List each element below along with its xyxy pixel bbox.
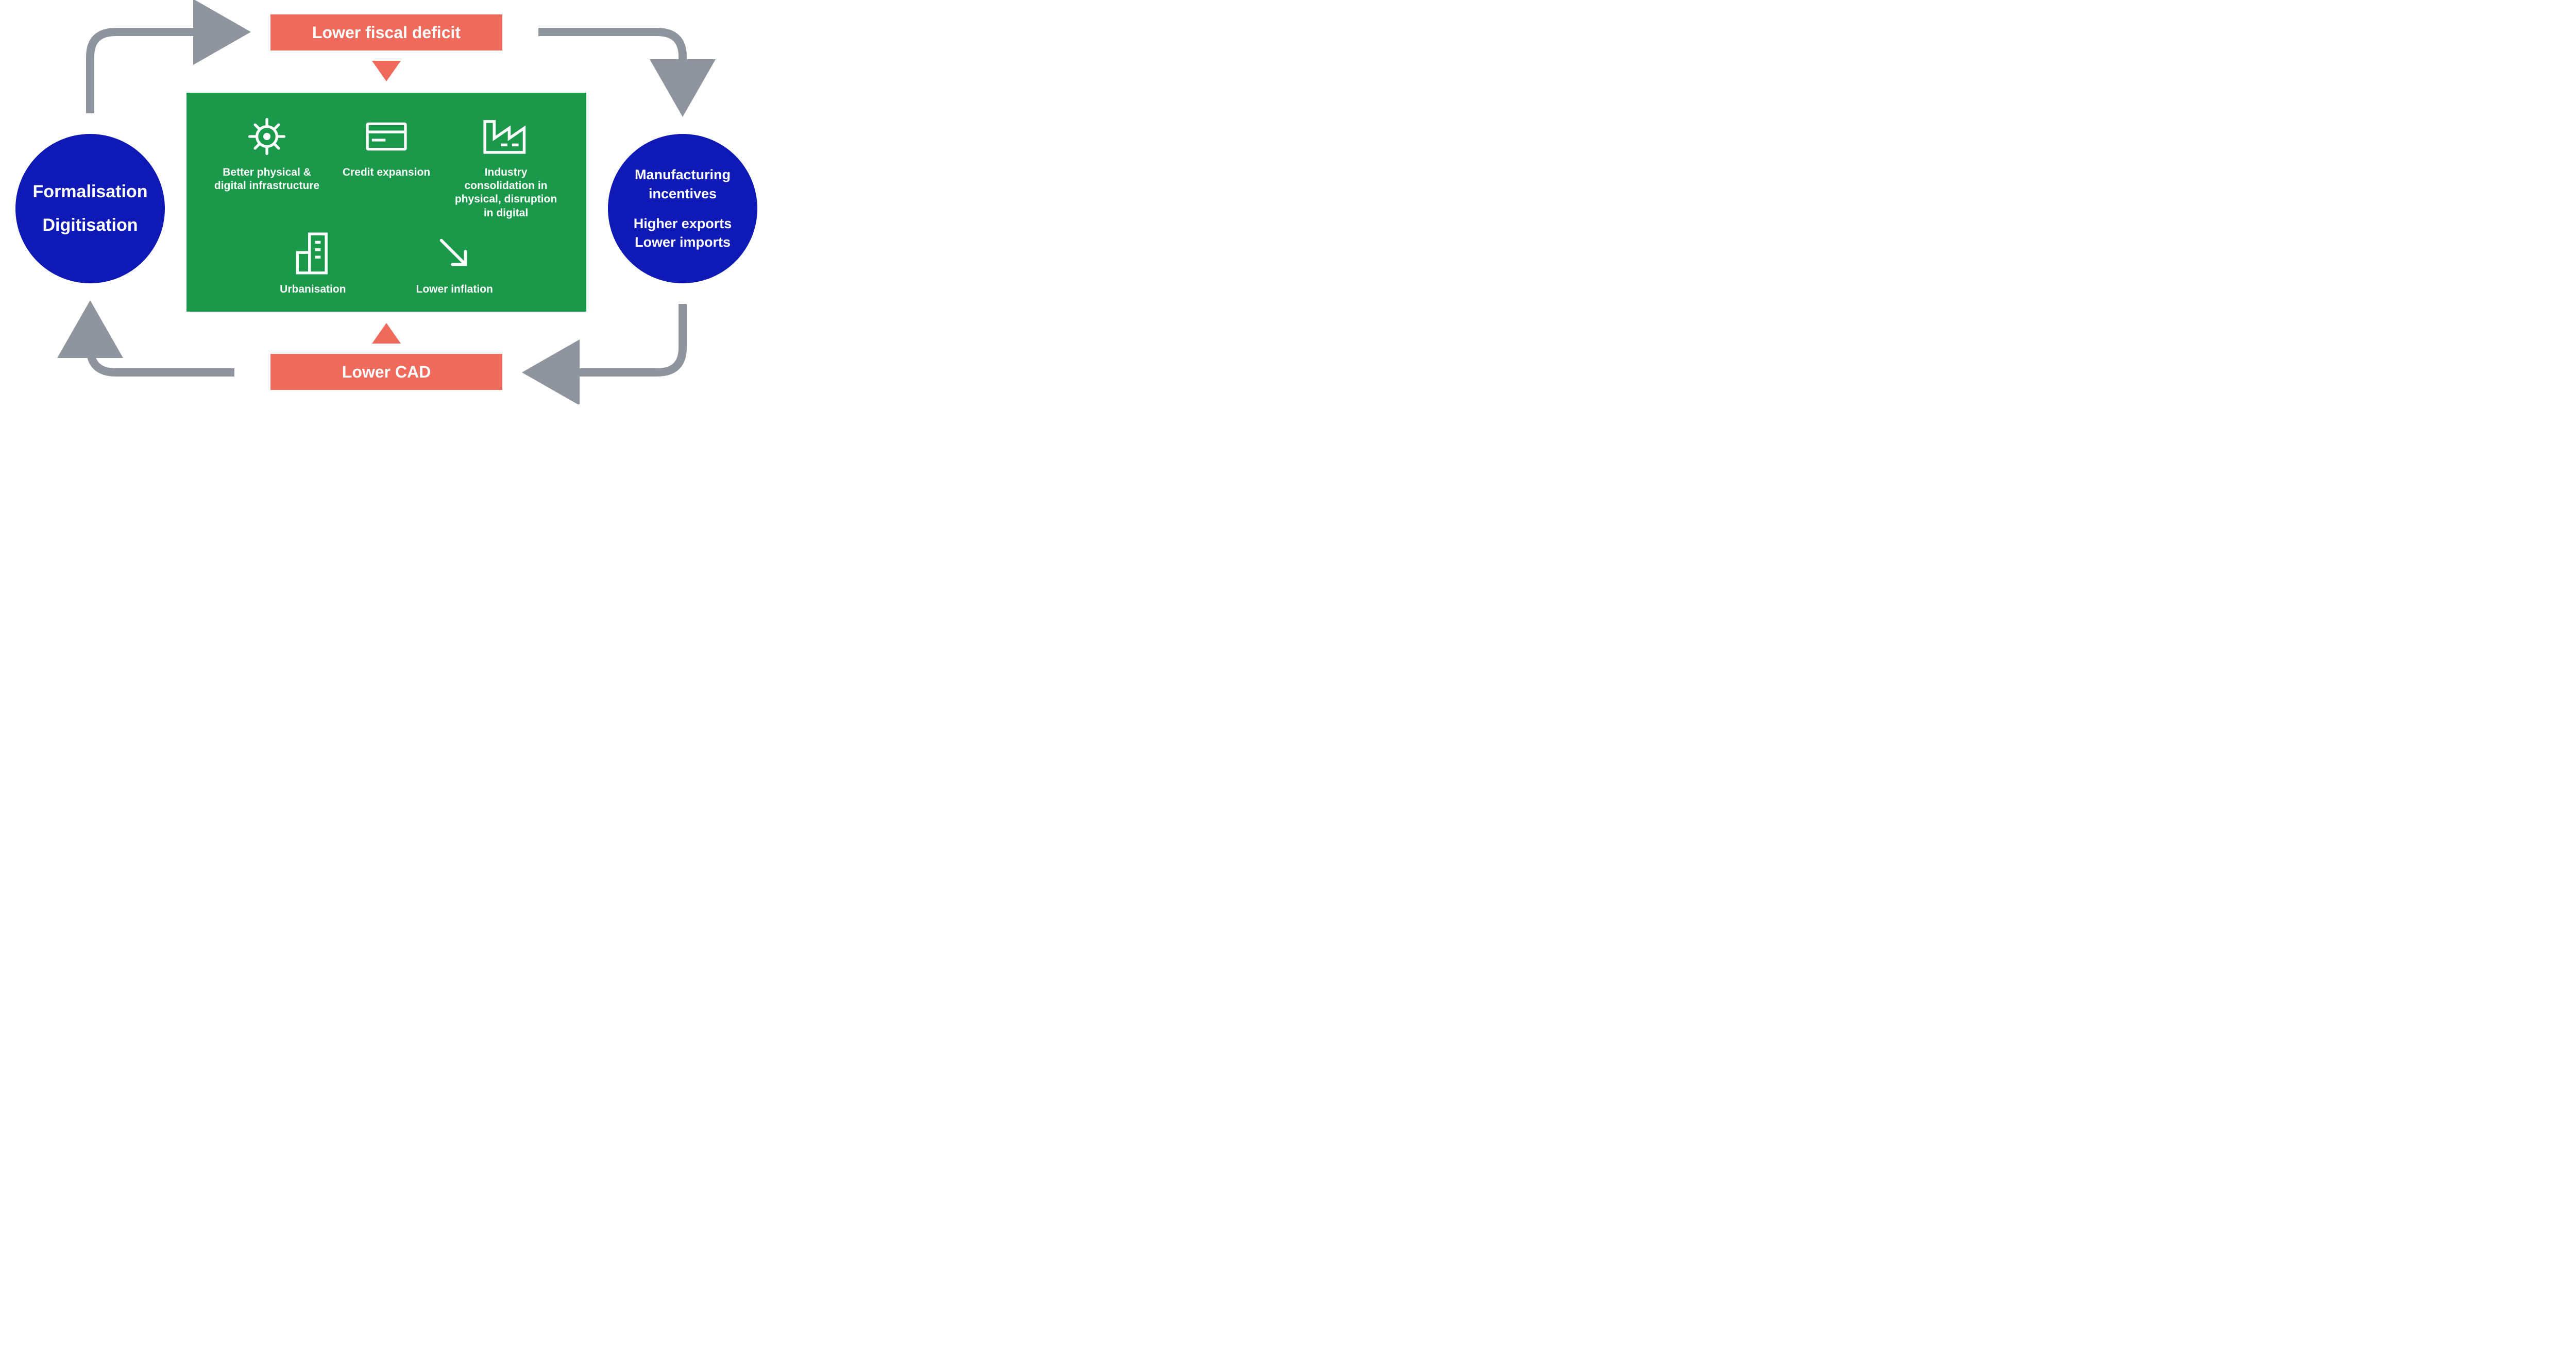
bottom-banner: Lower CAD xyxy=(270,354,502,390)
buildings-icon xyxy=(293,230,333,277)
flow-diagram: Formalisation Digitisation Manufacturing… xyxy=(0,0,773,404)
left-circle-line2: Digitisation xyxy=(42,209,138,242)
gear-icon xyxy=(244,113,290,160)
factory-icon xyxy=(480,113,532,160)
triangle-down-icon xyxy=(372,61,401,81)
top-banner: Lower fiscal deficit xyxy=(270,14,502,50)
cell-label: Credit expansion xyxy=(343,166,430,179)
center-row-1: Better physical & digital infrastructure… xyxy=(207,113,566,220)
cell-label: Urbanisation xyxy=(280,283,346,296)
cell-inflation: Lower inflation xyxy=(412,230,497,296)
arrow-down-right-icon xyxy=(434,230,474,277)
right-circle-block2: Higher exports Lower imports xyxy=(634,214,732,252)
triangle-up-icon xyxy=(372,323,401,344)
center-panel: Better physical & digital infrastructure… xyxy=(187,93,586,312)
cell-industry: Industry consolidation in physical, disr… xyxy=(446,113,566,220)
bottom-banner-label: Lower CAD xyxy=(342,363,431,382)
cell-label: Lower inflation xyxy=(416,283,493,296)
cell-urbanisation: Urbanisation xyxy=(276,230,350,296)
center-row-2: Urbanisation Lower inflation xyxy=(207,230,566,296)
credit-card-icon xyxy=(364,113,409,160)
top-banner-label: Lower fiscal deficit xyxy=(312,23,461,42)
left-circle-line1: Formalisation xyxy=(33,175,148,209)
right-circle: Manufacturing incentives Higher exports … xyxy=(608,134,757,283)
cell-label: Industry consolidation in physical, disr… xyxy=(450,166,562,220)
left-circle: Formalisation Digitisation xyxy=(15,134,165,283)
cell-label: Better physical & digital infrastructure xyxy=(211,166,323,193)
right-circle-block1: Manufacturing incentives xyxy=(635,165,731,203)
cell-infrastructure: Better physical & digital infrastructure xyxy=(207,113,327,193)
cell-credit: Credit expansion xyxy=(327,113,446,179)
